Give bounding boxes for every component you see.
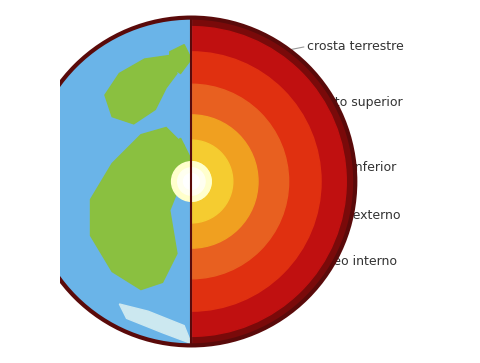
Wedge shape: [27, 17, 192, 346]
Text: manto superior: manto superior: [307, 96, 403, 109]
Polygon shape: [170, 45, 192, 73]
Polygon shape: [91, 127, 184, 290]
Polygon shape: [166, 138, 192, 182]
Wedge shape: [192, 17, 355, 346]
Polygon shape: [120, 304, 192, 344]
Polygon shape: [105, 56, 177, 124]
Wedge shape: [192, 26, 346, 337]
Circle shape: [178, 168, 205, 195]
Text: crosta terrestre: crosta terrestre: [307, 40, 404, 53]
Wedge shape: [192, 84, 288, 279]
Wedge shape: [192, 52, 321, 311]
Circle shape: [171, 162, 211, 201]
Wedge shape: [192, 162, 211, 201]
Circle shape: [183, 174, 199, 189]
Wedge shape: [192, 115, 258, 248]
Text: núcleo externo: núcleo externo: [307, 209, 401, 222]
Text: núcleo interno: núcleo interno: [307, 255, 397, 268]
Wedge shape: [192, 140, 233, 223]
Text: manto inferior: manto inferior: [307, 161, 396, 174]
